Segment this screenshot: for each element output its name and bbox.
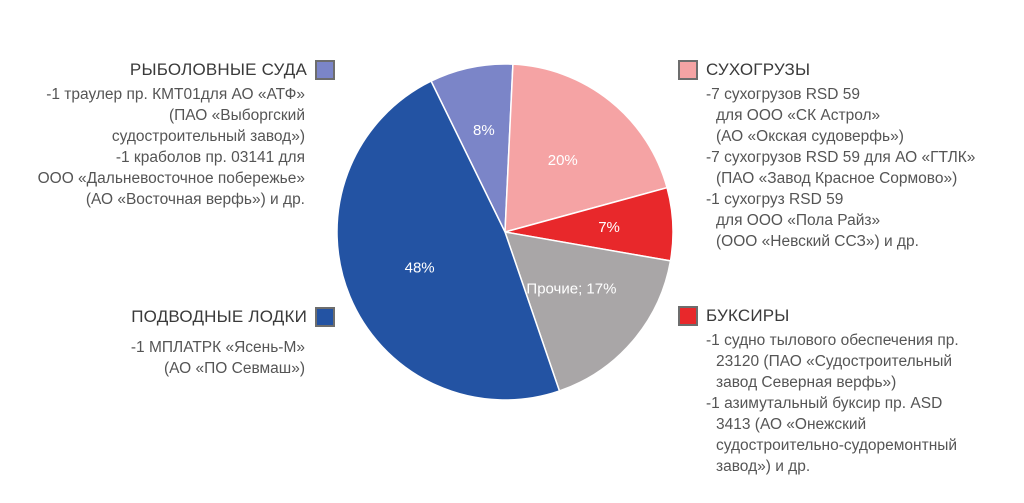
legend-line: -1 траулер пр. КМТ01для АО «АТФ» [46,86,305,103]
legend-line: 23120 (ПАО «Судостроительный [716,353,953,370]
pie-slice-label: 7% [598,219,620,236]
pie-slice-label: 48% [405,259,435,276]
legend-line: (АО «Окская судоверфь») [716,128,904,145]
legend-line: судостроительный завод») [111,128,305,145]
legend-line: (ПАО «Завод Красное Сормово») [716,170,958,187]
legend-line: (ПАО «Выборгский [168,107,305,124]
legend-line: для ООО «Пола Райз» [716,212,881,229]
legend-line: -1 судно тылового обеспечения пр. [706,332,959,349]
legend-submarines-title: ПОДВОДНЫЕ ЛОДКИ [131,307,307,326]
pie-slice-label: 20% [548,152,578,169]
legend-line: судостроительно-судоремонтный [716,437,958,454]
legend-line: завод») и др. [716,458,811,475]
legend-line: -1 азимутальный буксир пр. ASD [706,395,943,412]
legend-submarines-text: -1 МПЛАТРК «Ясень-М» (АО «ПО Севмаш») [0,337,335,379]
legend-line: -1 сухогруз RSD 59 [706,191,844,208]
legend-tugs-text: -1 судно тылового обеспечения пр. 23120 … [678,330,1023,477]
legend-line: (АО «ПО Севмаш») [163,360,305,377]
legend-line: (АО «Восточная верфь») и др. [85,191,305,208]
pie-slice [336,80,561,401]
legend-tugs-title: БУКСИРЫ [706,306,790,325]
pie-slice-label: 8% [473,122,495,139]
legend-fishing: РЫБОЛОВНЫЕ СУДА -1 траулер пр. КМТ01для … [0,60,335,210]
legend-fishing-swatch [315,60,335,80]
legend-line: завод Северная верфь») [716,374,897,391]
pie-slice [504,63,668,233]
legend-line: 3413 (АО «Онежский [716,416,867,433]
legend-cargo-text: -7 сухогрузов RSD 59 для ООО «СК Астрол»… [678,84,1023,252]
legend-line: (ООО «Невский ССЗ») и др. [716,233,919,250]
legend-line: -1 МПЛАТРК «Ясень-М» [130,339,305,356]
legend-submarines: ПОДВОДНЫЕ ЛОДКИ -1 МПЛАТРК «Ясень-М» (АО… [0,307,335,379]
legend-cargo: СУХОГРУЗЫ -7 сухогрузов RSD 59 для ООО «… [678,60,1023,252]
legend-line: для ООО «СК Астрол» [716,107,881,124]
legend-submarines-swatch [315,307,335,327]
pie-slice-label: Прочие; 17% [526,281,616,298]
legend-tugs: БУКСИРЫ -1 судно тылового обеспечения пр… [678,306,1023,477]
legend-fishing-title: РЫБОЛОВНЫЕ СУДА [129,60,307,79]
legend-line: -7 сухогрузов RSD 59 для АО «ГТЛК» [706,149,976,166]
legend-line: -7 сухогрузов RSD 59 [706,86,861,103]
legend-cargo-title: СУХОГРУЗЫ [706,60,811,79]
legend-line: -1 краболов пр. 03141 для [115,149,305,166]
legend-cargo-swatch [678,60,698,80]
legend-line: ООО «Дальневосточное побережье» [37,170,305,187]
legend-fishing-text: -1 траулер пр. КМТ01для АО «АТФ» (ПАО «В… [0,84,335,210]
legend-tugs-swatch [678,306,698,326]
